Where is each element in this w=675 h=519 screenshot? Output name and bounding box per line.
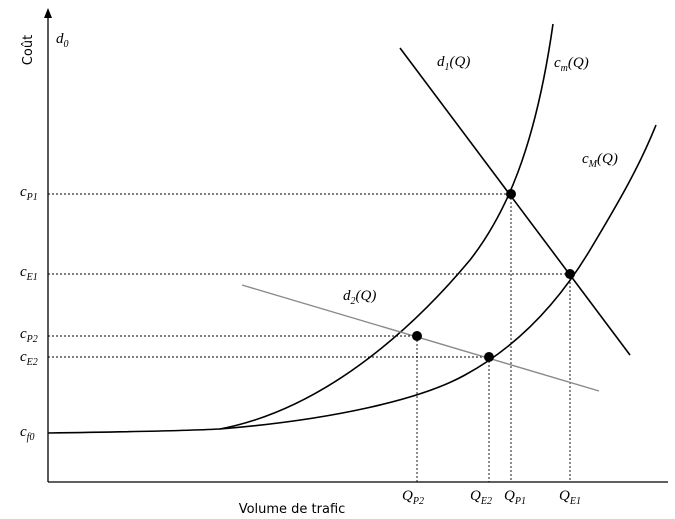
tick-cE1: cE1 [20,264,38,283]
label-cM: cM(Q) [582,151,618,170]
tick-QE2: QE2 [470,488,492,507]
point-P1 [506,189,516,199]
tick-cE2: cE2 [20,349,38,368]
cost-curve-cf0-base [47,428,221,434]
point-E1 [565,269,575,279]
tick-cP2: cP2 [20,326,38,345]
tick-QP2: QP2 [402,488,424,507]
demand-curve-d1 [399,47,631,356]
y-axis-arrow-icon [44,8,52,18]
label-d1: d1(Q) [437,54,470,73]
tick-cf0: cf0 [20,424,34,443]
label-d2: d2(Q) [343,288,376,307]
y-axis-title: Coût [21,35,36,65]
point-P2 [412,331,422,341]
x-axis-title: Volume de trafic [239,502,346,517]
tick-QP1: QP1 [504,488,526,507]
tick-QE1: QE1 [559,488,581,507]
d0-label: d0 [56,31,69,50]
label-cm: cm(Q) [554,55,589,74]
cost-curve-cm [219,23,554,430]
tick-cP1: cP1 [20,184,38,203]
point-E2 [484,352,494,362]
cost-curve-cM [219,124,657,430]
